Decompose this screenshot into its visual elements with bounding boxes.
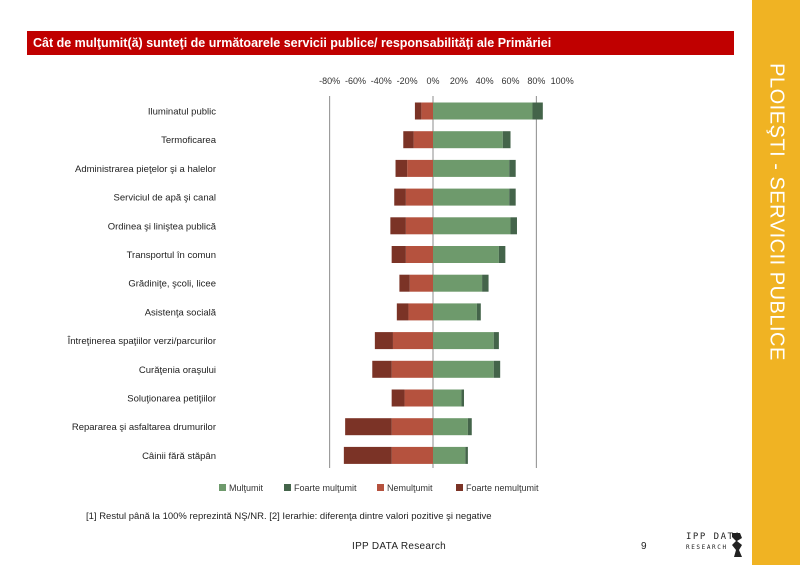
bar-foarte-multumit (493, 332, 499, 350)
footer-source: IPP DATA Research (352, 541, 447, 552)
bar-foarte-nemultumit (395, 159, 408, 177)
category-label: Câinii fără stăpân (142, 451, 216, 462)
category-label: Curăţenia oraşului (139, 365, 216, 376)
bar-foarte-nemultumit (372, 360, 392, 378)
category-label: Termoficarea (161, 135, 217, 146)
bar-nemultumit (421, 102, 433, 120)
logo-line2: RESEARCH (686, 544, 728, 551)
footnote: [1] Restul până la 100% reprezintă NŞ/NR… (86, 511, 492, 522)
legend-label: Foarte mulţumit (294, 483, 357, 493)
bar-multumit (433, 217, 511, 235)
x-tick-label: -80% (319, 76, 340, 86)
bar-nemultumit (405, 217, 433, 235)
bar-multumit (433, 303, 477, 321)
bar-nemultumit (405, 188, 433, 206)
ipp-logo: IPP DATA RESEARCH (686, 532, 744, 558)
bar-nemultumit (392, 332, 433, 350)
side-title: PLOIEŞTI - SERVICII PUBLICE (765, 63, 788, 361)
legend-swatch (456, 484, 463, 491)
bar-foarte-nemultumit (396, 303, 409, 321)
bar-foarte-multumit (509, 159, 516, 177)
chart-title: Cât de mulţumit(ă) sunteţi de următoarel… (27, 31, 734, 55)
x-tick-label: -60% (345, 76, 366, 86)
bar-foarte-multumit (467, 418, 472, 436)
legend-swatch (219, 484, 226, 491)
bar-foarte-nemultumit (343, 446, 392, 464)
bar-nemultumit (409, 274, 433, 292)
bar-nemultumit (407, 159, 433, 177)
bar-foarte-nemultumit (345, 418, 392, 436)
bar-multumit (433, 188, 510, 206)
category-label: Transportul în comun (127, 250, 216, 261)
x-tick-label: 40% (476, 76, 494, 86)
bar-foarte-nemultumit (414, 102, 422, 120)
bar-nemultumit (405, 246, 433, 263)
bar-nemultumit (391, 418, 433, 436)
bar-multumit (433, 389, 462, 407)
bar-foarte-nemultumit (394, 188, 406, 206)
bar-multumit (433, 446, 466, 464)
category-label: Serviciul de apă şi canal (114, 193, 216, 204)
bar-foarte-nemultumit (391, 246, 406, 263)
bar-nemultumit (404, 389, 433, 407)
bar-foarte-multumit (502, 131, 511, 149)
logo-mark-icon (732, 533, 742, 557)
legend-swatch (377, 484, 384, 491)
bar-foarte-multumit (532, 102, 543, 120)
bar-multumit (433, 131, 503, 149)
bar-multumit (433, 246, 499, 263)
x-tick-label: 20% (450, 76, 468, 86)
bar-nemultumit (408, 303, 433, 321)
category-label: Iluminatul public (148, 107, 216, 118)
logo-line1: IPP DATA (686, 532, 742, 542)
side-band (752, 0, 800, 565)
x-tick-label: -20% (397, 76, 418, 86)
bar-foarte-nemultumit (399, 274, 410, 292)
legend-label: Nemulţumit (387, 483, 433, 493)
bar-multumit (433, 159, 510, 177)
category-label: Asistenţa socială (145, 307, 217, 318)
bar-foarte-nemultumit (391, 389, 405, 407)
category-label: Soluţionarea petiţiilor (127, 394, 216, 405)
category-label: Întreţinerea spaţiilor verzi/parcurilor (67, 336, 216, 347)
bar-foarte-multumit (493, 360, 501, 378)
bar-foarte-nemultumit (403, 131, 414, 149)
bar-multumit (433, 418, 468, 436)
bar-nemultumit (413, 131, 433, 149)
x-tick-label: 0% (426, 76, 439, 86)
bar-foarte-nemultumit (374, 332, 393, 350)
category-label: Administrarea pieţelor şi a halelor (75, 164, 216, 175)
bar-foarte-multumit (476, 303, 481, 321)
x-tick-label: 60% (502, 76, 520, 86)
bar-foarte-multumit (461, 389, 465, 407)
x-tick-label: 100% (551, 76, 574, 86)
page-number: 9 (641, 541, 647, 552)
bar-multumit (433, 102, 533, 120)
legend-label: Mulţumit (229, 483, 264, 493)
category-label: Ordinea şi liniştea publică (108, 221, 217, 232)
bar-nemultumit (391, 360, 433, 378)
bar-foarte-multumit (482, 274, 489, 292)
category-label: Grădiniţe, şcoli, licee (128, 279, 216, 290)
bar-foarte-multumit (465, 446, 468, 464)
bar-multumit (433, 332, 494, 350)
bar-foarte-multumit (498, 246, 506, 263)
legend-swatch (284, 484, 291, 491)
bar-nemultumit (391, 446, 433, 464)
category-label: Repararea şi asfaltarea drumurilor (72, 422, 216, 433)
x-tick-label: -40% (371, 76, 392, 86)
bar-foarte-multumit (509, 188, 516, 206)
legend-label: Foarte nemulţumit (466, 483, 539, 493)
bar-foarte-multumit (510, 217, 517, 235)
x-tick-label: 80% (527, 76, 545, 86)
bar-multumit (433, 360, 494, 378)
bar-foarte-nemultumit (390, 217, 406, 235)
bar-multumit (433, 274, 483, 292)
diverging-bar-chart: -80% -60% -40% -20% 0% 20% 40% 60% 80% 100% Ilumin… (67, 76, 574, 493)
